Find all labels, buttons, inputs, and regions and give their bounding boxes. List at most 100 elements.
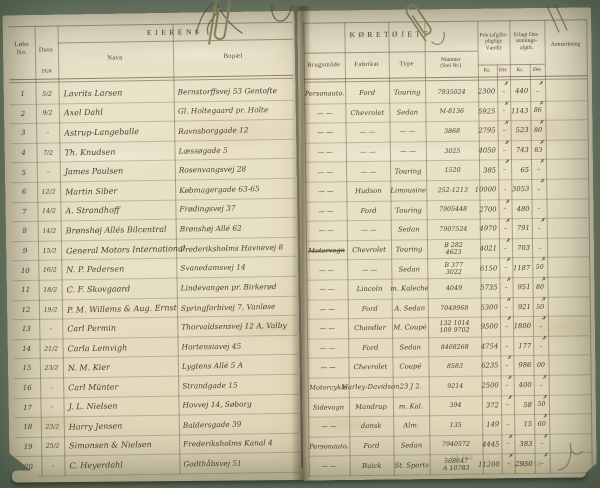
remark [545, 120, 587, 139]
price-ore-value: – [503, 225, 507, 233]
check-mark: ✗ [507, 374, 514, 382]
entry-date: 25/2 [45, 442, 60, 451]
check-mark: ✗ [541, 276, 547, 284]
owner-address: Hortensiavej 45 [181, 341, 242, 352]
price-kr: 149 [486, 420, 500, 429]
body-type: Touring [395, 245, 423, 254]
body-type: Touring [393, 88, 421, 97]
chassis-number: B 377 3022 [444, 261, 464, 276]
subheader-ore: Øre [532, 66, 541, 73]
usage-type: Sidevogn [312, 403, 344, 412]
col-header-no: Løbe No. [14, 40, 30, 56]
body-type: Sedan [396, 108, 419, 117]
check-mark: ✗ [539, 139, 546, 146]
price-ore: – ✗ [499, 239, 512, 258]
check-mark: ✗ [538, 80, 545, 88]
owner-address: Strandgade 15 [182, 380, 238, 391]
entry-date: – [46, 168, 50, 176]
check-mark: ✗ [508, 433, 514, 441]
entry-number: 14 [22, 344, 32, 354]
entry-date: 21/2 [44, 345, 59, 353]
price-ore: – ✗ [500, 298, 513, 317]
price-ore-value: – [506, 440, 510, 448]
entry-number: 19 [23, 442, 33, 452]
body-type: Touring [394, 166, 422, 176]
owner-address: Springforbivej 7, Vanløse [180, 301, 276, 313]
price-ore-value: – [504, 264, 508, 272]
entry-date: 15/2 [42, 246, 57, 255]
usage-type: — — [320, 422, 337, 431]
entry-number: 15 [22, 364, 32, 373]
entry-date: 9/2 [42, 109, 53, 118]
price-ore-value: – [505, 401, 510, 409]
ledger-right-page: KØRETØJETS Brugsmåde Fabrikat Type Numme… [297, 7, 597, 481]
make: — — [359, 147, 376, 157]
owner-address: Frederiksholms Havnevej 8 [179, 242, 284, 254]
tax-ore: 00 [533, 356, 548, 375]
price-ore: – ✗ [497, 102, 510, 121]
make: — — [359, 128, 376, 137]
check-mark: ✗ [539, 119, 545, 127]
price-ore-value: – [502, 127, 506, 135]
tax-kr: 1187 [512, 263, 531, 272]
tax-kr: 703 [516, 243, 531, 253]
entry-number: 17 [23, 403, 33, 412]
price-ore: – ✗ [500, 356, 513, 375]
col-header-pris: Pris (afgifts- pligtige Værdi) [479, 32, 508, 52]
usage-type: — — [317, 128, 333, 138]
entry-date: – [50, 384, 54, 392]
chassis-number: 132 1014 109 9702 [439, 320, 470, 335]
entry-number: 6 [21, 188, 27, 197]
tax-kr: 177 [518, 341, 532, 351]
usage-type: — — [317, 109, 333, 118]
price-ore: – ✗ [499, 219, 512, 238]
owner-address: Lindevangen pr. Birkerød [180, 281, 277, 293]
owner-address: Frederiksholms Kanal 4 [183, 438, 273, 450]
usage-type: — — [319, 305, 336, 314]
tax-kr: 480 [516, 204, 530, 214]
tax-ore-value: – [540, 440, 544, 448]
owner-name: N. P. Pedersen [66, 264, 125, 275]
remark [548, 316, 590, 335]
usage-type: Personauto. [309, 442, 349, 451]
subheader-kr: Kr. [516, 67, 524, 74]
owner-address: Bernstorffsvej 53 Gentofte [177, 85, 278, 97]
tax-ore: – ✗ [531, 160, 546, 179]
tax-ore: – ✗ [530, 82, 545, 101]
tax-kr: 65 [520, 165, 530, 174]
make: Chandler [354, 324, 386, 333]
entry-number: 7 [22, 207, 27, 216]
owner-name: James Paulsen [64, 166, 124, 177]
entry-date: 18/2 [43, 286, 58, 294]
right-rows: Personauto. Ford Touring 7935024 2300– ✗ 440– ✗… [304, 81, 592, 476]
col-header-fabrikat: Fabrikat [354, 60, 380, 69]
tax-ore-value: 50 [536, 303, 545, 311]
usage-type: Personauto. [304, 89, 345, 99]
owner-address: Læssøgade 5 [178, 145, 228, 156]
tax-kr: 791 [516, 224, 530, 233]
usage-type: Motorvogn [308, 246, 345, 255]
owner-name: Carl Münter [68, 382, 119, 393]
owner-address: Svanedamsvej 14 [180, 262, 246, 273]
price-ore-value: – [502, 88, 506, 96]
left-page-title: EJERENS [146, 27, 203, 38]
price-kr: 5300 [480, 303, 498, 312]
col-header-year: 1924 [40, 68, 52, 75]
make: Chevrolet [352, 245, 387, 255]
tax-kr: 986 [518, 361, 532, 370]
tax-ore-value: – [536, 87, 540, 95]
price-kr: 5925 [478, 107, 496, 116]
entry-number: 18 [23, 423, 33, 432]
tax-ore: 50 ✗ [534, 395, 549, 414]
entry-number: 1 [20, 90, 25, 99]
ledger-row: 20– C. Heyerdahl Godthåbsvej 51 [15, 453, 299, 477]
entry-date: 12/2 [41, 188, 56, 196]
entry-date: 7/2 [42, 149, 54, 157]
chassis-number: 7935024 [437, 88, 466, 96]
make: Mandrup [355, 402, 387, 411]
tax-kr: 58 [523, 400, 533, 409]
col-header-anmaerkning: Anmærkning [550, 41, 581, 48]
chassis-number: 1520 [444, 167, 461, 175]
owner-address: Brønshøj Allé 62 [179, 223, 242, 234]
